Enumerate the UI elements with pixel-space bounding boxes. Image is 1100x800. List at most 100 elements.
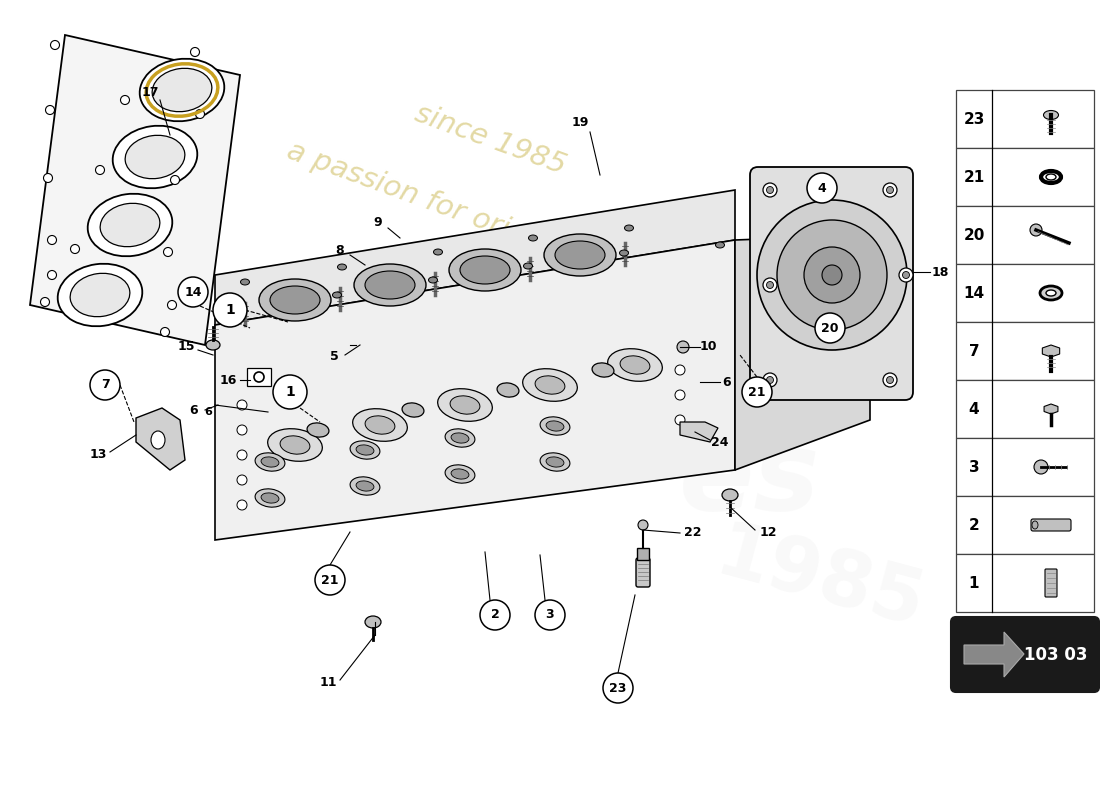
Circle shape (236, 475, 248, 485)
Text: 20: 20 (964, 227, 984, 242)
Polygon shape (964, 632, 1024, 677)
Text: 24: 24 (712, 435, 728, 449)
Ellipse shape (403, 403, 424, 417)
Circle shape (767, 186, 773, 194)
Ellipse shape (350, 441, 380, 459)
FancyBboxPatch shape (956, 322, 1094, 380)
Ellipse shape (1046, 290, 1056, 296)
FancyBboxPatch shape (956, 148, 1094, 206)
Text: 11: 11 (319, 675, 337, 689)
Ellipse shape (540, 453, 570, 471)
Ellipse shape (235, 307, 244, 313)
Circle shape (41, 298, 50, 306)
Ellipse shape (354, 264, 426, 306)
Circle shape (804, 247, 860, 303)
Text: 15: 15 (177, 341, 195, 354)
Circle shape (899, 268, 913, 282)
Text: 4: 4 (969, 402, 979, 417)
Text: 13: 13 (89, 449, 107, 462)
Text: 9: 9 (374, 215, 383, 229)
Circle shape (763, 183, 777, 197)
Circle shape (603, 673, 632, 703)
Ellipse shape (524, 263, 532, 269)
Circle shape (676, 341, 689, 353)
Text: 1: 1 (969, 575, 979, 590)
Polygon shape (136, 408, 185, 470)
Circle shape (822, 265, 842, 285)
Text: 7: 7 (969, 343, 979, 358)
Ellipse shape (70, 274, 130, 317)
Ellipse shape (152, 68, 212, 112)
Circle shape (236, 400, 248, 410)
Ellipse shape (450, 396, 480, 414)
Ellipse shape (433, 249, 442, 255)
Circle shape (815, 313, 845, 343)
Text: 12: 12 (759, 526, 777, 538)
Ellipse shape (620, 356, 650, 374)
Text: europ: europ (349, 246, 851, 394)
Text: 2: 2 (969, 518, 979, 533)
Circle shape (213, 293, 248, 327)
Circle shape (70, 245, 79, 254)
FancyBboxPatch shape (1045, 569, 1057, 597)
Ellipse shape (151, 431, 165, 449)
Ellipse shape (528, 235, 538, 241)
Polygon shape (214, 190, 735, 325)
Circle shape (757, 200, 908, 350)
Circle shape (196, 110, 205, 118)
Ellipse shape (255, 453, 285, 471)
Text: 6: 6 (189, 403, 198, 417)
Ellipse shape (1040, 286, 1062, 300)
Ellipse shape (353, 409, 407, 442)
Ellipse shape (451, 469, 469, 479)
Circle shape (767, 377, 773, 383)
Ellipse shape (57, 264, 142, 326)
Circle shape (178, 277, 208, 307)
Circle shape (161, 327, 169, 337)
Circle shape (164, 247, 173, 257)
FancyBboxPatch shape (956, 554, 1094, 612)
Circle shape (90, 370, 120, 400)
Polygon shape (735, 235, 870, 470)
Circle shape (887, 377, 893, 383)
Text: since 1985: since 1985 (410, 100, 570, 180)
Text: 8: 8 (336, 243, 344, 257)
Circle shape (535, 600, 565, 630)
Ellipse shape (270, 286, 320, 314)
Ellipse shape (255, 489, 285, 507)
Ellipse shape (722, 489, 738, 501)
Text: 1: 1 (285, 385, 295, 399)
FancyBboxPatch shape (1031, 519, 1071, 531)
Text: 21: 21 (964, 170, 984, 185)
Circle shape (167, 301, 176, 310)
Text: 21: 21 (748, 386, 766, 398)
Circle shape (47, 235, 56, 245)
Ellipse shape (100, 203, 160, 246)
Ellipse shape (446, 429, 475, 447)
Text: 14: 14 (964, 286, 984, 301)
FancyBboxPatch shape (956, 438, 1094, 496)
Polygon shape (758, 175, 905, 392)
Ellipse shape (546, 421, 564, 431)
Ellipse shape (241, 279, 250, 285)
FancyBboxPatch shape (952, 617, 1099, 692)
Ellipse shape (1046, 174, 1056, 180)
Ellipse shape (556, 241, 605, 269)
Ellipse shape (365, 416, 395, 434)
Polygon shape (680, 422, 718, 442)
FancyBboxPatch shape (636, 558, 650, 587)
Ellipse shape (460, 256, 510, 284)
Ellipse shape (438, 389, 493, 422)
Text: 4: 4 (817, 182, 826, 194)
Circle shape (170, 175, 179, 185)
Circle shape (675, 415, 685, 425)
Ellipse shape (206, 340, 220, 350)
Ellipse shape (356, 445, 374, 455)
Text: 1985: 1985 (707, 517, 933, 643)
Ellipse shape (261, 457, 279, 467)
Text: a passion for originale: a passion for originale (283, 137, 597, 274)
Circle shape (1030, 224, 1042, 236)
Polygon shape (30, 35, 240, 345)
Circle shape (883, 183, 896, 197)
Polygon shape (214, 240, 735, 540)
